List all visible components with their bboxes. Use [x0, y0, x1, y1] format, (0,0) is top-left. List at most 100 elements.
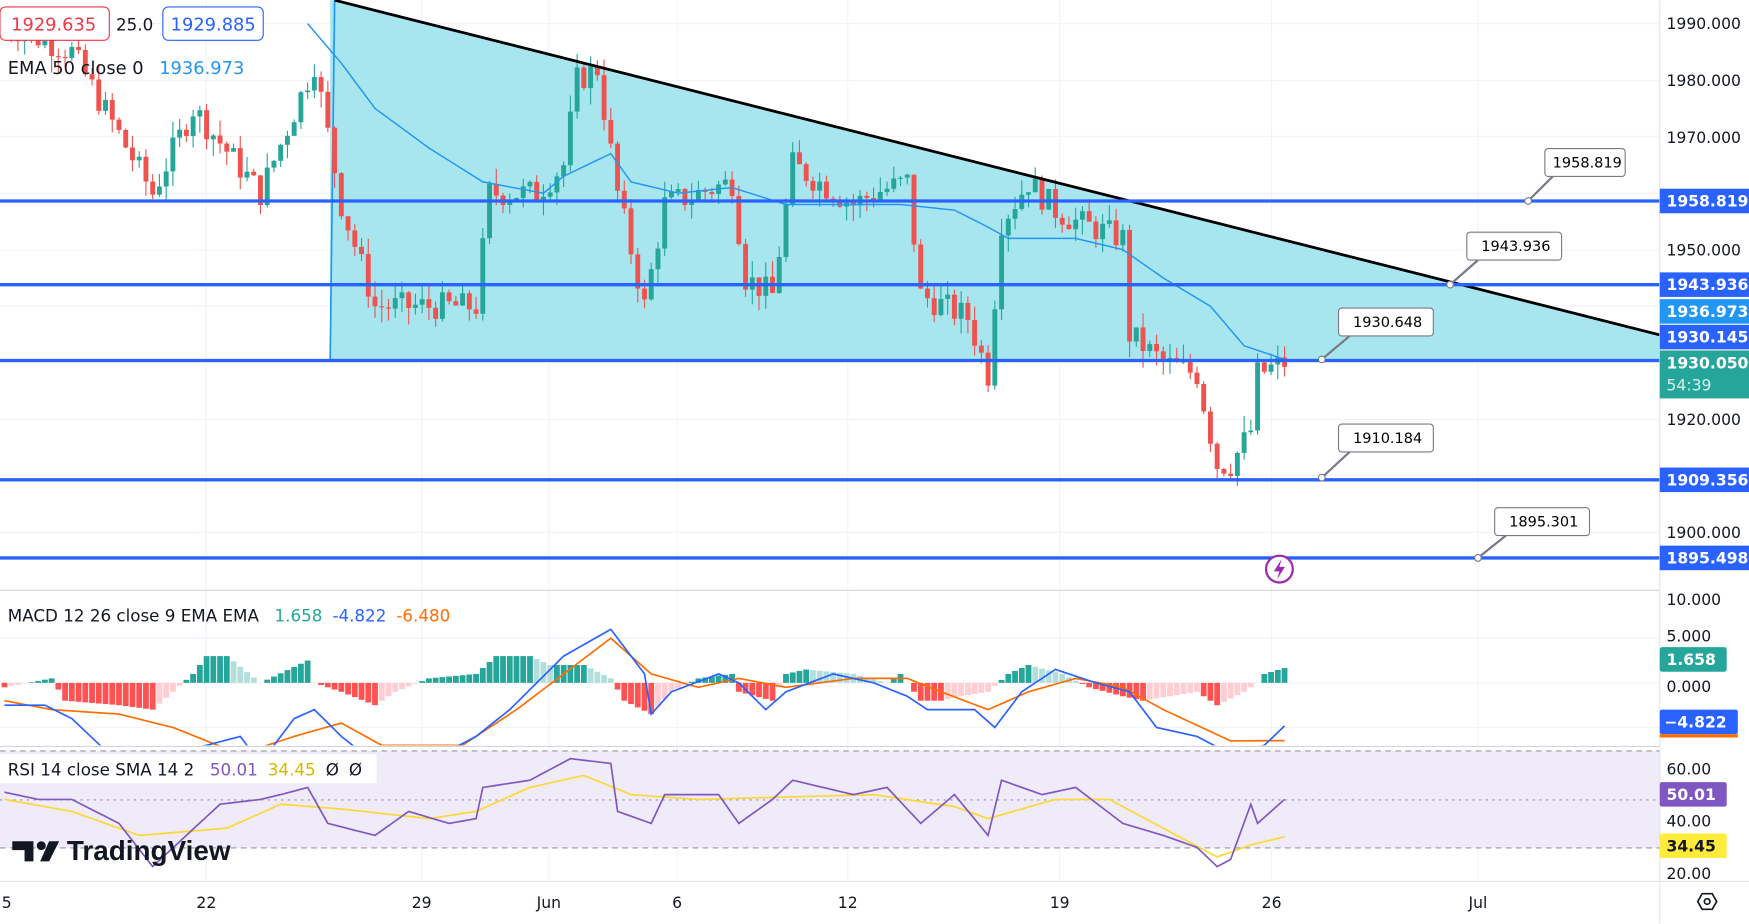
macd-hist-bar [587, 668, 594, 683]
candle-body [1194, 372, 1200, 384]
rsi-tag: 50.01 [1666, 786, 1715, 804]
candle-body [608, 119, 614, 144]
macd-hist-bar [958, 682, 965, 697]
candle-body [466, 293, 472, 310]
ema-legend-label[interactable]: EMA 50 close 0 [8, 58, 144, 79]
macd-hist-bar [48, 678, 55, 683]
rsi-legend-label[interactable]: RSI 14 close SMA 14 2 [8, 759, 194, 779]
macd-legend-label[interactable]: MACD 12 26 close 9 EMA EMA [8, 606, 260, 626]
macd-hist-bar [399, 682, 405, 690]
macd-hist-bar [95, 682, 102, 704]
macd-hist-bar [210, 656, 217, 683]
chart-settings-icon[interactable] [1696, 892, 1718, 911]
macd-hist-bar [89, 682, 95, 703]
candle-body [743, 243, 749, 290]
candle-body [891, 178, 897, 189]
macd-hist-bar [574, 665, 581, 683]
candle-body [278, 144, 284, 161]
macd-hist-bar [459, 675, 466, 683]
macd-hist-bar [28, 682, 35, 683]
level-tag: 1909.356 [1666, 471, 1748, 489]
lightning-event-icon[interactable] [1264, 554, 1294, 584]
candle-body [439, 292, 445, 319]
candle-body [103, 99, 108, 111]
macd-hist-bar [419, 681, 426, 683]
macd-hist-bar [580, 665, 587, 683]
macd-hist-bar [365, 682, 372, 703]
macd-hist-bar [331, 682, 338, 690]
descending-triangle-fill[interactable] [330, 0, 1660, 361]
macd-hist-bar [318, 682, 325, 686]
macd-hist-bar [567, 665, 574, 683]
macd-hist-bar [297, 663, 304, 683]
macd-hist-bar [991, 682, 998, 686]
ema-tag: 1936.973 [1666, 303, 1748, 321]
candle-body [123, 129, 129, 148]
svg-text:1929.635: 1929.635 [11, 14, 96, 35]
candle-body [958, 302, 964, 319]
candle-body [520, 186, 526, 198]
buy-price-button[interactable]: 1929.885 [162, 6, 264, 41]
macd-hist-bar [533, 659, 540, 683]
svg-text:1929.885: 1929.885 [171, 14, 256, 35]
candle-body [251, 171, 257, 176]
time-tick: 29 [412, 894, 432, 912]
macd-hist-bar [769, 682, 776, 701]
candle-body [675, 189, 681, 192]
rsi-axis[interactable]: 60.00 40.00 20.00 [1666, 760, 1711, 883]
macd-hist-bar [102, 682, 109, 705]
candle-body [224, 143, 230, 152]
macd-axis[interactable]: 10.000 5.000 0.000 [1666, 591, 1721, 696]
macd-hist-bar [1261, 673, 1268, 683]
candle-body [264, 167, 270, 206]
time-tick: 22 [196, 894, 216, 912]
candle-body [567, 111, 573, 166]
candle-body [291, 122, 297, 136]
macd-hist-bar [122, 682, 129, 707]
triangle-resistance-trendline[interactable] [334, 0, 1661, 337]
macd-hist-bar [607, 678, 614, 683]
price-callouts[interactable]: 1958.819 1943.936 1930.648 1910.184 1895… [1317, 148, 1626, 562]
macd-hist-bar [601, 675, 607, 683]
tradingview-logo[interactable]: TradingView [12, 835, 231, 866]
macd-hist-bar [1214, 682, 1221, 706]
candle-body [460, 293, 466, 306]
candle-body [1160, 351, 1166, 362]
candle-body [419, 299, 425, 305]
price-axis[interactable]: 1990.000 1980.000 1970.000 1950.000 1920… [1666, 15, 1740, 542]
sell-price-button[interactable]: 1929.635 [0, 6, 110, 41]
rsi-line [4, 757, 1286, 868]
macd-tick: 10.000 [1666, 591, 1721, 609]
macd-signal-value: -6.480 [396, 606, 450, 626]
candle-body [271, 160, 277, 168]
price-tick: 1980.000 [1666, 72, 1740, 90]
price-tick: 1920.000 [1666, 411, 1740, 429]
macd-hist-bar [540, 662, 547, 683]
spread-value: 25.0 [116, 14, 153, 34]
time-axis[interactable]: 5 22 29 Jun 6 12 19 26 Jul [2, 894, 1488, 912]
candle-body [1079, 211, 1085, 220]
macd-hist-bar [203, 656, 210, 683]
candle-body [325, 91, 331, 128]
macd-hist-bar [237, 666, 244, 683]
macd-hist-bar [304, 660, 311, 683]
macd-hist-bar [190, 673, 197, 683]
time-tick: 26 [1262, 894, 1282, 912]
callout-label: 1910.184 [1353, 431, 1422, 447]
macd-hist-bar [109, 682, 116, 705]
macd-hist-bar [870, 679, 877, 683]
macd-hist-bar [1039, 668, 1045, 683]
macd-signal-line [4, 637, 1285, 746]
horizontal-levels[interactable] [0, 199, 1660, 560]
candle-body [1140, 327, 1146, 352]
macd-hist-bar [1167, 682, 1173, 697]
macd-hist-bar [964, 682, 971, 696]
callout-1943: 1943.936 [1446, 231, 1563, 289]
macd-hist-bar [803, 669, 810, 683]
macd-hist-bar [1025, 665, 1032, 683]
macd-hist-bar [695, 678, 702, 683]
price-tick: 1970.000 [1666, 129, 1740, 147]
macd-hist-bar [985, 682, 991, 692]
macd-hist-bar [1220, 682, 1227, 702]
